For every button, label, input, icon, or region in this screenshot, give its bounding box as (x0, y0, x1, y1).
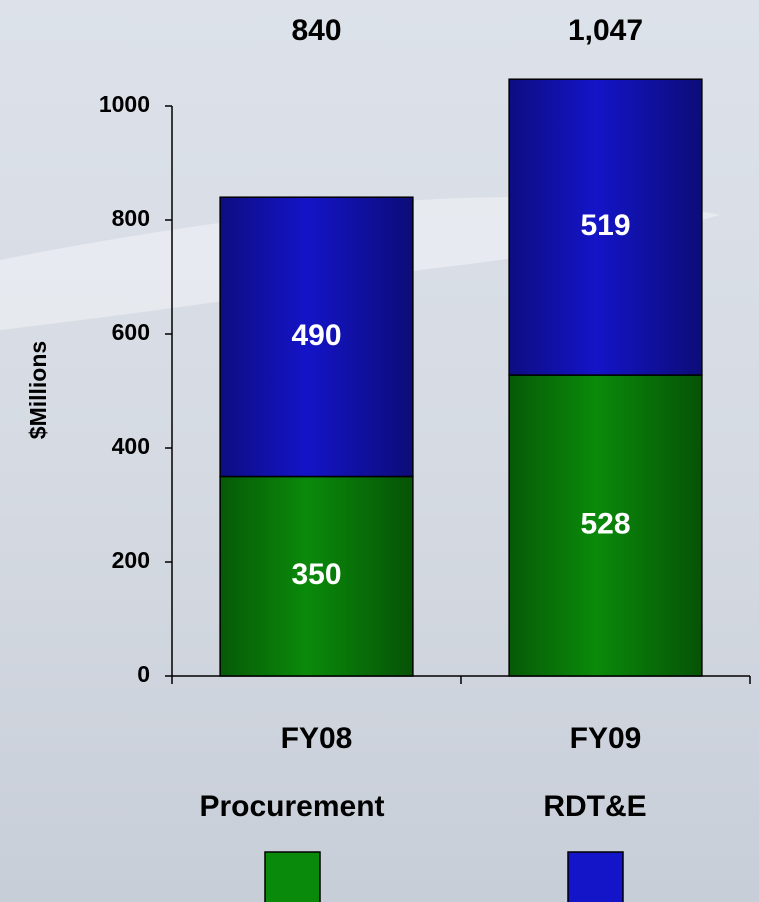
legend-label: Procurement (199, 790, 384, 823)
y-tick-label: 0 (137, 661, 150, 687)
segment-label: 350 (291, 558, 341, 591)
total-label: 1,047 (568, 14, 643, 47)
segment-label: 519 (580, 209, 630, 242)
y-tick-label: 800 (112, 205, 150, 231)
bar-shading (220, 476, 413, 676)
legend-swatch (264, 851, 321, 902)
category-label: FY09 (570, 722, 642, 755)
y-tick-label: 600 (112, 319, 150, 345)
y-tick-label: 400 (112, 433, 150, 459)
segment-label: 528 (580, 507, 630, 540)
bar-shading (509, 79, 702, 376)
y-axis-label: $Millions (25, 341, 51, 439)
legend-swatch (567, 851, 624, 902)
y-tick-label: 1000 (99, 91, 150, 117)
total-label: 840 (291, 14, 341, 47)
category-label: FY08 (281, 722, 353, 755)
segment-label: 490 (291, 319, 341, 352)
y-tick-label: 200 (112, 547, 150, 573)
bar-shading (509, 375, 702, 676)
legend-label: RDT&E (543, 790, 646, 823)
bar-shading (220, 197, 413, 477)
